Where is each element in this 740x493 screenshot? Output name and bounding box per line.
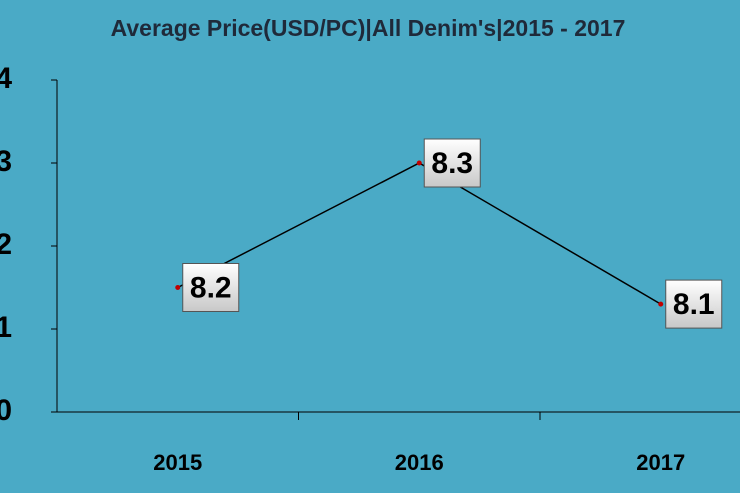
y-tick-label: 4 (0, 62, 12, 95)
data-label-box (423, 138, 481, 188)
data-label: 8.1 (673, 288, 715, 321)
marker (658, 301, 664, 307)
x-tick-label: 2017 (636, 450, 685, 475)
chart-title: Average Price(USD/PC)|All Denim's|2015 -… (111, 15, 626, 41)
data-label: 8.3 (431, 147, 473, 180)
marker (175, 285, 181, 290)
marker (416, 160, 422, 166)
data-label: 8.2 (190, 271, 232, 304)
y-tick-label: 3 (0, 145, 12, 178)
x-tick-label: 2015 (153, 450, 202, 475)
data-label-box (182, 263, 240, 312)
y-tick-label: 2 (0, 228, 12, 261)
data-label-box (665, 279, 723, 329)
y-tick-label: 0 (0, 394, 12, 427)
y-tick-label: 1 (0, 311, 12, 344)
x-tick-label: 2016 (395, 450, 444, 475)
